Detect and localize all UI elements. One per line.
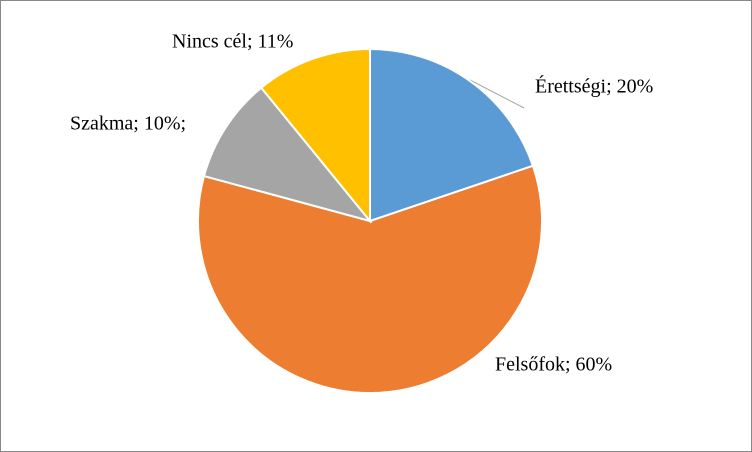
pie-slice bbox=[259, 47, 371, 224]
leader-line bbox=[469, 79, 525, 109]
data-label: Nincs cél; 11% bbox=[172, 31, 293, 53]
pie-slice bbox=[197, 164, 543, 394]
pie-slice bbox=[369, 47, 535, 223]
data-label: Felsőfok; 60% bbox=[495, 354, 612, 376]
pie-slice bbox=[202, 86, 373, 223]
data-label: Érettségi; 20% bbox=[535, 75, 653, 98]
data-label: Szakma; 10%; bbox=[70, 113, 186, 135]
